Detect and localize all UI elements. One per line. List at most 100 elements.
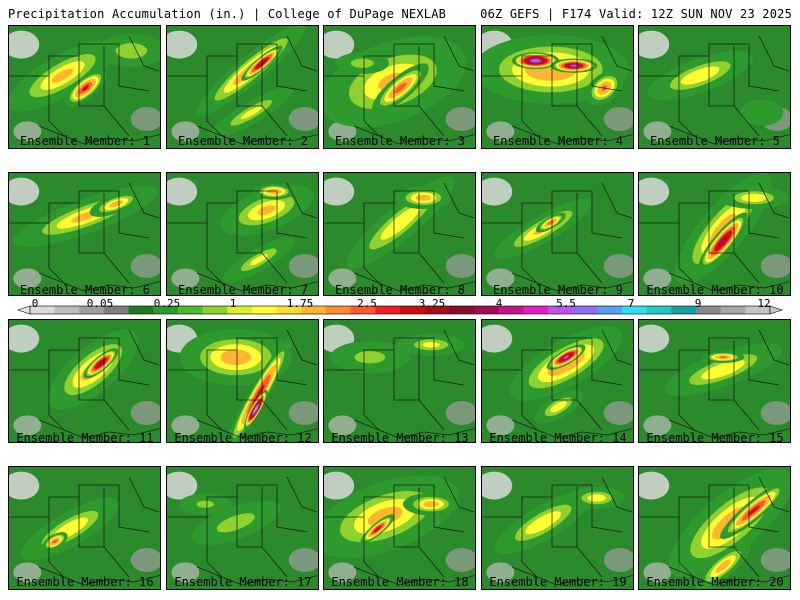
ensemble-member-label: Ensemble Member: 20: [646, 575, 784, 589]
precip-contour: [719, 356, 727, 359]
precip-contour: [747, 505, 760, 516]
ensemble-panel-12: [166, 319, 319, 443]
precip-contour: [354, 351, 386, 364]
precip-contour: [51, 68, 74, 83]
precip-contour: [253, 406, 258, 413]
colorbar-swatch: [424, 306, 450, 314]
colorbar-swatch: [646, 306, 672, 314]
colorbar-swatch: [202, 306, 228, 314]
precip-contour: [266, 188, 282, 195]
ensemble-panel-4: [481, 25, 634, 149]
ensemble-panel-7: [166, 172, 319, 296]
colorbar-swatch: [498, 306, 524, 314]
ensemble-member-label: Ensemble Member: 19: [489, 575, 627, 589]
ensemble-member-label: Ensemble Member: 8: [334, 283, 466, 297]
precip-contour: [216, 513, 255, 533]
colorbar-tick-label: 5.5: [556, 297, 576, 310]
precip-contour: [415, 194, 432, 201]
map-title: Precipitation Accumulation (in.) | Colle…: [8, 7, 447, 21]
colorbar-swatch: [301, 306, 327, 314]
ensemble-panel-15: [638, 319, 791, 443]
colorbar-swatch: [523, 306, 549, 314]
colorbar-right-arrow: [769, 305, 783, 315]
ensemble-member-label: Ensemble Member: 2: [177, 134, 309, 148]
ensemble-panel-2: [166, 25, 319, 149]
ensemble-panel-11: [8, 319, 161, 443]
colorbar-swatch: [79, 306, 105, 314]
ensemble-panel-20: [638, 466, 791, 590]
ensemble-panel-10: [638, 172, 791, 296]
colorbar-swatch: [128, 306, 154, 314]
precip-contour: [82, 85, 89, 91]
ensemble-member-label: Ensemble Member: 13: [331, 431, 469, 445]
ensemble-member-label: Ensemble Member: 3: [334, 134, 466, 148]
model-run-info: 06Z GEFS | F174 Valid: 12Z SUN NOV 23 20…: [480, 7, 792, 21]
colorbar-swatch: [622, 306, 648, 314]
colorbar-swatch: [720, 306, 746, 314]
colorbar-tick-label: 0.25: [153, 297, 181, 310]
colorbar-swatch: [104, 306, 130, 314]
precip-contour: [530, 58, 541, 63]
precip-contour: [52, 539, 58, 544]
colorbar-tick-label: 0.05: [86, 297, 114, 310]
ensemble-panel-17: [166, 466, 319, 590]
ensemble-panel-19: [481, 466, 634, 590]
precip-contour: [350, 58, 374, 68]
precip-contour: [587, 494, 606, 502]
colorbar-swatch: [474, 306, 500, 314]
colorbar-swatch: [153, 306, 179, 314]
ensemble-panel-5: [638, 25, 791, 149]
colorbar-swatch: [671, 306, 697, 314]
precip-contour: [220, 349, 252, 365]
colorbar-tick-label: 2.5: [357, 297, 377, 310]
precip-contour: [373, 525, 382, 533]
precip-contour: [741, 193, 767, 202]
precip-contour: [547, 220, 555, 225]
colorbar-tick-label: 12: [757, 297, 771, 310]
ensemble-member-label: Ensemble Member: 1: [19, 134, 151, 148]
colorbar-swatch: [350, 306, 376, 314]
ensemble-panel-9: [481, 172, 634, 296]
colorbar-swatch: [252, 306, 278, 314]
ensemble-panel-3: [323, 25, 476, 149]
ensemble-panel-18: [323, 466, 476, 590]
precip-contour: [394, 82, 407, 94]
precip-contour: [380, 205, 421, 240]
ensemble-member-label: Ensemble Member: 11: [16, 431, 154, 445]
precip-contour: [240, 106, 262, 120]
colorbar-swatch: [30, 306, 56, 314]
colorbar-tick-label: 1: [229, 297, 237, 310]
colorbar-swatch: [696, 306, 722, 314]
colorbar-tick-label: 1.75: [286, 297, 314, 310]
ensemble-member-label: Ensemble Member: 9: [492, 283, 624, 297]
colorbar-swatch: [400, 306, 426, 314]
colorbar-swatch: [572, 306, 598, 314]
ensemble-member-label: Ensemble Member: 12: [174, 431, 312, 445]
colorbar-swatch: [548, 306, 574, 314]
precip-contour: [680, 66, 720, 85]
ensemble-panel-6: [8, 172, 161, 296]
precip-contour: [563, 355, 570, 360]
precip-contour: [249, 254, 268, 266]
precip-contour: [196, 500, 214, 508]
colorbar-swatch: [227, 306, 253, 314]
ensemble-panel-1: [8, 25, 161, 149]
colorbar-swatch: [449, 306, 475, 314]
colorbar-swatch: [276, 306, 302, 314]
colorbar-swatch: [375, 306, 401, 314]
ensemble-panel-14: [481, 319, 634, 443]
precip-contour: [108, 200, 124, 208]
precip-colorbar: [17, 305, 783, 315]
ensemble-member-label: Ensemble Member: 10: [646, 283, 784, 297]
ensemble-member-label: Ensemble Member: 15: [646, 431, 784, 445]
ensemble-member-label: Ensemble Member: 14: [489, 431, 627, 445]
precip-contour: [715, 559, 731, 573]
ensemble-member-label: Ensemble Member: 16: [16, 575, 154, 589]
ensemble-member-label: Ensemble Member: 18: [331, 575, 469, 589]
colorbar-tick-label: 0: [31, 297, 39, 310]
ensemble-member-label: Ensemble Member: 17: [174, 575, 312, 589]
ensemble-panel-8: [323, 172, 476, 296]
precip-contour: [97, 360, 105, 367]
ensemble-panel-16: [8, 466, 161, 590]
colorbar-tick-label: 7: [627, 297, 635, 310]
